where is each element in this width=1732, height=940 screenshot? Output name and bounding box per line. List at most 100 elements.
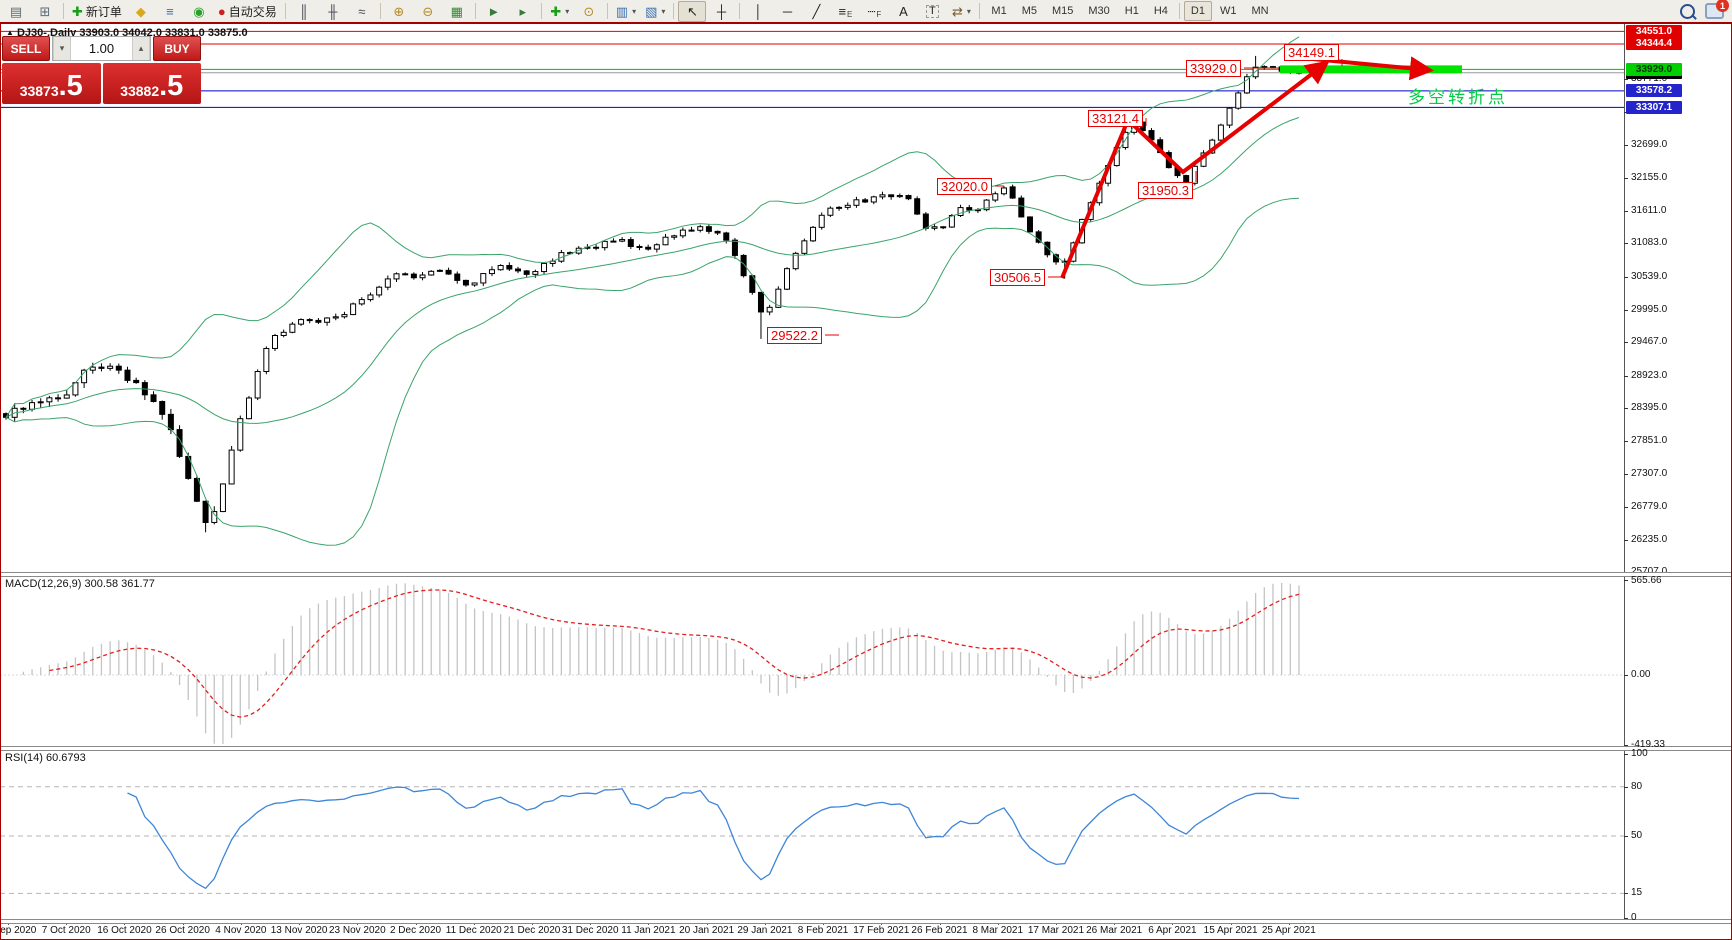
add-indicator-icon-dropdown[interactable]: ▾ <box>565 6 570 16</box>
timeframe-w1-button[interactable]: W1 <box>1219 5 1237 17</box>
new-window-icon[interactable]: ▤ <box>2 1 30 22</box>
date-label: 20 Jan 2021 <box>679 925 735 936</box>
zoom-out-icon[interactable]: ⊖ <box>414 1 442 22</box>
price-axis[interactable] <box>1624 24 1625 922</box>
price-tickmark <box>1624 441 1628 443</box>
cursor-icon[interactable]: ↖ <box>678 0 707 22</box>
toolbar: ▤ ⊞ ✚ 新订单 ◆ ≡ ◉ ● 自动交易 ║ ╫ ≈ ⊕ ⊖ ▦ ► ▸ ✚ ▾ ⊙ ▥ ▾ ▧ ▾ ↖ ┼ │ ─ ╱ ≡ E ┈ F A T… <box>0 0 1732 22</box>
bollinger-middle[interactable] <box>5 117 1300 424</box>
hline-icon[interactable]: ─ <box>773 1 801 22</box>
date-label: 15 Apr 2021 <box>1203 925 1258 936</box>
chart-shift-icon[interactable]: ▸ <box>509 1 537 22</box>
timeframe-m5-button[interactable]: M5 <box>1021 5 1037 17</box>
timeframe-mn-button[interactable]: MN <box>1251 5 1269 17</box>
panel-divider[interactable] <box>0 919 1732 924</box>
date-label: 21 Dec 2020 <box>503 925 561 936</box>
line-style-icon[interactable]: ≈ <box>348 1 376 22</box>
trendline-icon[interactable]: ╱ <box>802 1 830 22</box>
signals-icon[interactable]: ◉ <box>185 1 213 22</box>
volume-input[interactable]: 1.00 <box>88 41 115 56</box>
bollinger-upper[interactable] <box>5 36 1300 418</box>
bull-bear-turning-point-note[interactable]: 多空转折点 <box>1408 88 1508 107</box>
zoom-in-icon[interactable]: ⊕ <box>385 1 413 22</box>
price-tick-31083: 31083.0 <box>1631 237 1668 249</box>
arrow-tools-icon[interactable]: ⇄ ▾ <box>947 1 975 22</box>
price-annotation-31950.3[interactable]: 31950.3 <box>1138 182 1193 199</box>
price-tick-32155: 32155.0 <box>1631 171 1668 183</box>
price-annotation-29522.2[interactable]: 29522.2 <box>767 327 822 344</box>
price-tickmark <box>1624 539 1628 541</box>
timeframe-m15-button[interactable]: M15 <box>1051 5 1074 17</box>
volume-down-button[interactable]: ▾ <box>53 37 71 60</box>
price-annotation-32020.0[interactable]: 32020.0 <box>937 178 992 195</box>
trend-zigzag-arrow[interactable] <box>1060 60 1330 279</box>
bollinger-lower[interactable] <box>5 197 1300 546</box>
rsi-label: RSI(14) 60.6793 <box>5 752 86 764</box>
rsi-tickmark <box>1624 893 1628 895</box>
arrow-tools-icon: ⇄ <box>951 3 963 19</box>
volume-up-button[interactable]: ▴ <box>132 37 150 60</box>
fibo-retracement-icon[interactable]: ≡ E <box>831 1 859 22</box>
sell-button[interactable]: SELL <box>2 36 50 61</box>
panel-divider[interactable] <box>0 746 1732 751</box>
rsi-line[interactable] <box>127 786 1300 890</box>
macd-panel-canvas[interactable] <box>0 575 1624 746</box>
new-order-button[interactable]: ✚ 新订单 <box>68 1 126 22</box>
text-icon[interactable]: A <box>889 1 917 22</box>
fibo-channel-icon[interactable]: ┈ F <box>860 1 888 22</box>
rsi-axis-50: 50 <box>1631 830 1643 841</box>
autotrade-button[interactable]: ● 自动交易 <box>214 1 281 22</box>
buy-button[interactable]: BUY <box>153 36 201 61</box>
main-chart-canvas[interactable] <box>0 24 1624 572</box>
timeframe-m30-button[interactable]: M30 <box>1088 5 1110 17</box>
price-annotation-30506.5[interactable]: 30506.5 <box>990 269 1045 286</box>
tile-windows-icon: ▦ <box>450 3 463 19</box>
toolbar-separator <box>379 3 381 19</box>
macd-histogram <box>22 583 1300 744</box>
rsi-panel-canvas[interactable] <box>0 749 1624 919</box>
collapse-triangle-icon[interactable]: ▲ <box>6 28 14 37</box>
period-icon[interactable]: ⊙ <box>575 1 603 22</box>
templates-icon[interactable]: ▥ ▾ <box>612 1 640 22</box>
price-label-34344.4: 34344.4 <box>1626 37 1682 51</box>
macd-signal-line[interactable] <box>49 589 1300 718</box>
buy-price-button[interactable]: 33882.5 <box>102 63 201 104</box>
autoscroll-icon[interactable]: ► <box>480 1 508 22</box>
search-icon[interactable] <box>1680 3 1695 19</box>
candles-style-icon[interactable]: ╫ <box>319 1 347 22</box>
text-label-icon[interactable]: T <box>918 1 946 22</box>
crosshair-icon: ┼ <box>716 3 727 19</box>
chart-styles-icon[interactable]: ◆ <box>127 1 155 22</box>
profiles-icon[interactable]: ≡ <box>156 1 184 22</box>
templates-icon: ▥ <box>615 3 629 19</box>
crosshair-icon[interactable]: ┼ <box>707 1 735 22</box>
toolbar-separator <box>739 3 741 19</box>
vline-icon[interactable]: │ <box>744 1 772 22</box>
tile-windows-icon[interactable]: ▦ <box>443 1 471 22</box>
toolbar-separator <box>606 3 608 19</box>
arrow-tools-icon-dropdown[interactable]: ▾ <box>966 6 971 16</box>
price-annotation-34149.1[interactable]: 34149.1 <box>1284 44 1339 61</box>
price-annotation-33121.4[interactable]: 33121.4 <box>1088 110 1143 127</box>
resistance-band[interactable] <box>1280 65 1462 74</box>
panel-divider[interactable] <box>0 572 1732 577</box>
chart-preview-icon[interactable]: ⊞ <box>31 1 59 22</box>
notifications-icon[interactable]: 1 <box>1705 0 1729 19</box>
templates-icon-dropdown[interactable]: ▾ <box>632 6 637 16</box>
price-tickmark <box>1624 474 1628 476</box>
add-indicator-icon[interactable]: ✚ ▾ <box>546 1 574 22</box>
indicator-windows-icon[interactable]: ▧ ▾ <box>641 1 669 22</box>
rsi-axis-100: 100 <box>1631 748 1648 759</box>
chart-styles-icon: ◆ <box>135 3 146 19</box>
timeframe-h1-button[interactable]: H1 <box>1124 5 1139 17</box>
sell-price-button[interactable]: 33873.5 <box>2 63 101 104</box>
timeframe-d1-button[interactable]: D1 <box>1183 1 1212 21</box>
timeframe-m1-button[interactable]: M1 <box>991 5 1007 17</box>
timeframe-h4-button[interactable]: H4 <box>1153 5 1168 17</box>
date-label: 7 Oct 2020 <box>41 925 91 936</box>
bars-style-icon[interactable]: ║ <box>290 1 318 22</box>
fibo-retracement-icon-sub: E <box>847 9 853 19</box>
price-annotation-33929.0[interactable]: 33929.0 <box>1186 60 1241 77</box>
indicator-windows-icon-dropdown[interactable]: ▾ <box>661 6 666 16</box>
